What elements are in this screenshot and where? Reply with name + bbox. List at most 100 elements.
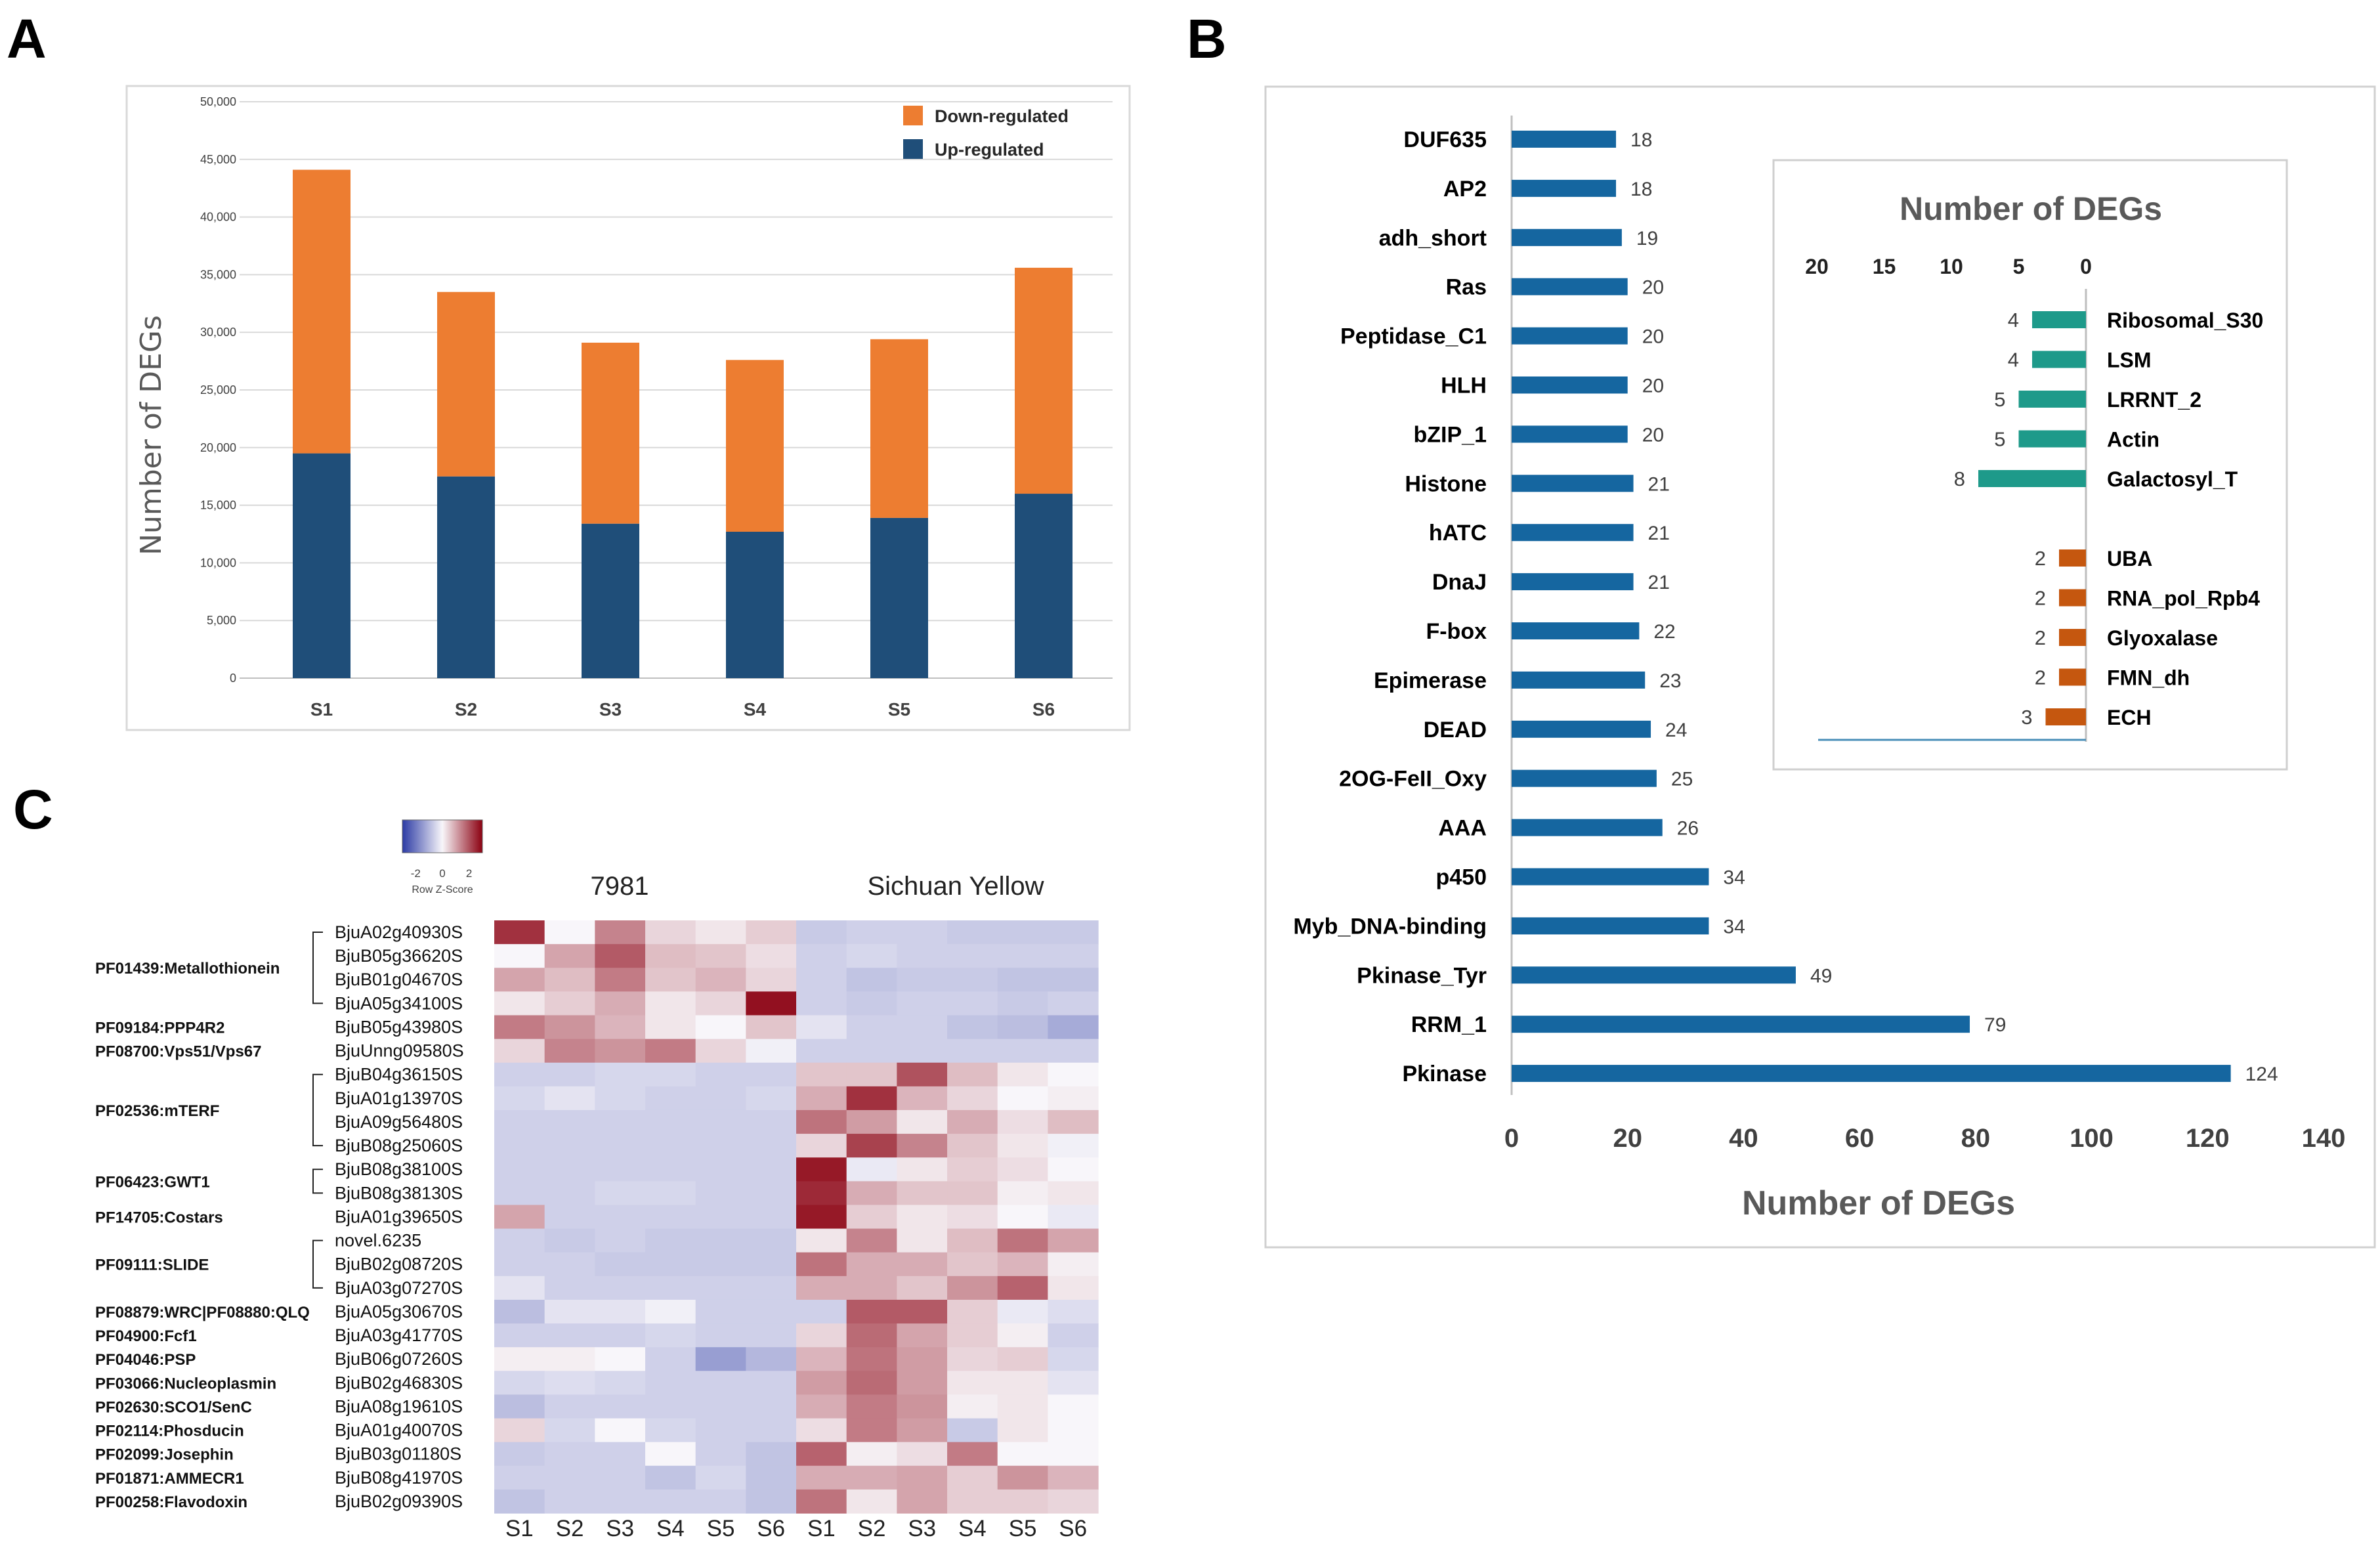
bar-AP2	[1512, 179, 1617, 197]
heatmap-cell	[897, 1109, 948, 1134]
inset-category-label: ECH	[2107, 706, 2152, 729]
inset-value-label: 4	[2008, 349, 2019, 372]
heatmap-cell	[846, 1276, 897, 1300]
inset-category-label: LRRNT_2	[2107, 388, 2201, 412]
value-label: 34	[1723, 867, 1745, 889]
bar-Pkinase	[1512, 1065, 2231, 1083]
heatmap-cell	[796, 1205, 847, 1230]
panel-a-gridlines	[240, 101, 1113, 679]
heatmap-cell	[1048, 1205, 1099, 1230]
heatmap-cell	[1048, 1252, 1099, 1277]
family-label: PF09111:SLIDE	[95, 1256, 209, 1274]
heatmap-cell	[796, 1252, 847, 1277]
heatmap-cell	[1048, 991, 1099, 1016]
heatmap-cell	[494, 991, 545, 1016]
heatmap-cell	[1048, 1134, 1099, 1158]
heatmap-cell	[494, 1109, 545, 1134]
heatmap-cell	[494, 1371, 545, 1395]
heatmap-cell	[695, 1394, 746, 1419]
heatmap-cell	[494, 1442, 545, 1467]
heatmap-cell	[1048, 920, 1099, 945]
inset-bar-Actin	[2018, 430, 2086, 448]
heatmap-column-labels: S1 S2 S3 S4 S5 S6 S1 S2 S3 S4 S5 S6	[505, 1516, 1087, 1541]
value-label: 24	[1665, 719, 1687, 741]
heatmap-cell	[997, 1252, 1048, 1277]
heatmap-cell	[746, 1134, 797, 1158]
heatmap-cell	[1048, 1157, 1099, 1182]
value-label: 21	[1648, 572, 1670, 593]
inset-bar-Glyoxalase	[2059, 629, 2086, 646]
heatmap-cell	[645, 920, 696, 945]
family-label: PF02114:Phosducin	[95, 1423, 244, 1440]
heatmap-cell	[595, 920, 646, 945]
heatmap-cell	[796, 1299, 847, 1324]
bar-Histone	[1512, 475, 1634, 492]
heatmap-cell	[796, 1323, 847, 1348]
family-bracket	[312, 1169, 323, 1194]
heatmap-cell	[494, 1015, 545, 1040]
heatmap-cell	[997, 968, 1048, 992]
y-tick-label: 45,000	[200, 153, 236, 166]
column-label: S6	[757, 1516, 785, 1541]
heatmap-cell	[595, 1394, 646, 1419]
bar-down-S5	[870, 339, 928, 518]
heatmap-cell	[1048, 1371, 1099, 1395]
x-tick-label: 100	[2070, 1124, 2114, 1153]
heatmap-cell	[544, 1228, 595, 1253]
heatmap-cell	[796, 1489, 847, 1514]
y-tick-label: 5,000	[207, 614, 236, 627]
row-label: BjuA09g56480S	[335, 1112, 463, 1132]
heatmap-cell	[544, 1205, 595, 1230]
heatmap-cell	[846, 1039, 897, 1063]
heatmap-cell	[645, 991, 696, 1016]
heatmap-cell	[746, 920, 797, 945]
heatmap-cell	[796, 1109, 847, 1134]
heatmap-cell	[645, 1228, 696, 1253]
column-label: S4	[656, 1516, 685, 1541]
heatmap-cell	[897, 1465, 948, 1490]
heatmap-cell	[947, 1299, 998, 1324]
heatmap-cell	[494, 1205, 545, 1230]
inset-value-label: 2	[2035, 587, 2046, 610]
inset-value-label: 2	[2035, 666, 2046, 689]
panel-a-bars	[293, 169, 1073, 678]
heatmap-cell	[544, 1394, 595, 1419]
heatmap-cell	[1048, 1276, 1099, 1300]
category-label: AAA	[1438, 816, 1487, 841]
heatmap-cell	[1048, 1394, 1099, 1419]
heatmap-cell	[645, 1039, 696, 1063]
heatmap-cell	[695, 1252, 746, 1277]
legend-swatch-down	[903, 106, 923, 125]
heatmap-cell	[595, 1465, 646, 1490]
heatmap-cell	[997, 944, 1048, 968]
heatmap-cell	[746, 1109, 797, 1134]
heatmap-cell	[544, 1015, 595, 1040]
heatmap-cell	[695, 1442, 746, 1467]
heatmap-cell	[1048, 1181, 1099, 1206]
heatmap-cell	[695, 1062, 746, 1087]
value-label: 25	[1671, 769, 1693, 790]
heatmap-cell	[645, 1489, 696, 1514]
heatmap-cell	[997, 1109, 1048, 1134]
heatmap-cell	[695, 1228, 746, 1253]
column-label: S2	[858, 1516, 886, 1541]
heatmap-cell	[796, 1418, 847, 1443]
category-label: DUF635	[1403, 127, 1487, 152]
heatmap-cell	[645, 1062, 696, 1087]
heatmap-cell	[1048, 1442, 1099, 1467]
heatmap-cell	[645, 944, 696, 968]
value-label: 49	[1810, 965, 1832, 987]
heatmap-cell	[846, 1465, 897, 1490]
inset-bar-Ribosomal_S30	[2032, 311, 2086, 328]
heatmap-cell	[897, 1394, 948, 1419]
heatmap-cell	[695, 1371, 746, 1395]
category-label: Pkinase	[1402, 1062, 1487, 1086]
heatmap-cell	[897, 1039, 948, 1063]
value-label: 79	[1984, 1014, 2006, 1036]
heatmap-cell	[494, 1299, 545, 1324]
heatmap-cell	[494, 1181, 545, 1206]
row-label: BjuUnng09580S	[335, 1041, 464, 1061]
heatmap-cell	[695, 1157, 746, 1182]
heatmap-cell	[846, 1062, 897, 1087]
legend-swatch-up	[903, 139, 923, 159]
